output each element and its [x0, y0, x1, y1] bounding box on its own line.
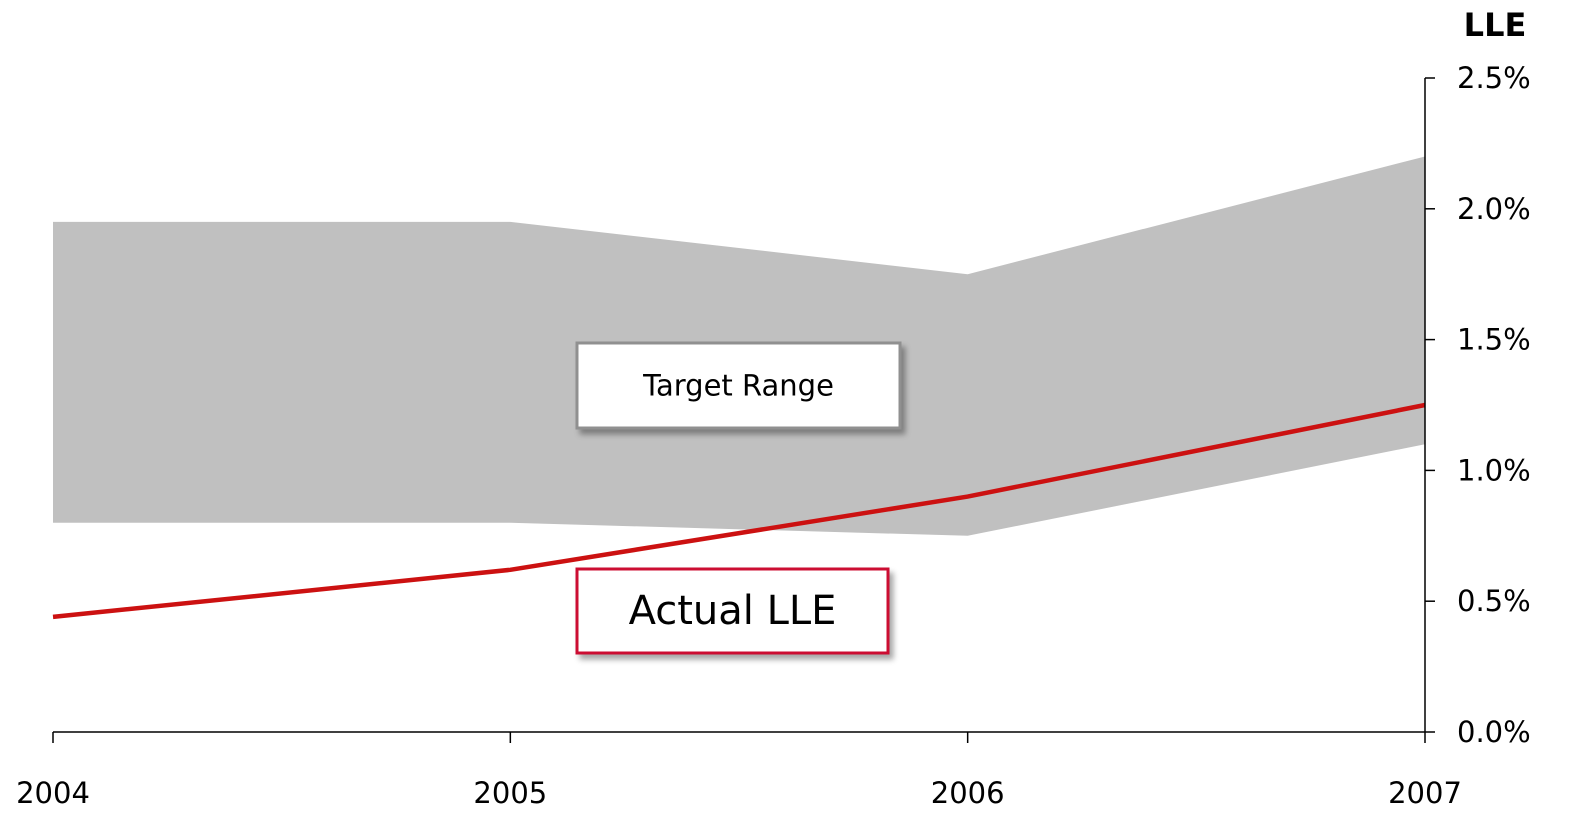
actual-line	[52, 402, 1426, 620]
x-tick-label: 2005	[473, 776, 547, 810]
series-label: Target Range	[642, 369, 834, 403]
y-axis-title: LLE	[1464, 6, 1527, 44]
y-tick-label: 1.5%	[1457, 323, 1531, 357]
y-tick-label: 0.0%	[1457, 715, 1531, 749]
y-tick-label: 2.0%	[1457, 192, 1531, 226]
y-tick-label: 1.0%	[1457, 453, 1531, 487]
label-box	[575, 341, 902, 430]
x-tick-label: 2004	[16, 776, 90, 810]
x-tick-label: 2006	[931, 776, 1005, 810]
y-tick-label: 0.5%	[1457, 584, 1531, 618]
label-box	[575, 567, 890, 655]
y-tick-label: 2.5%	[1457, 61, 1531, 95]
x-tick-label: 2007	[1388, 776, 1462, 810]
series-label: Actual LLE	[629, 588, 837, 634]
